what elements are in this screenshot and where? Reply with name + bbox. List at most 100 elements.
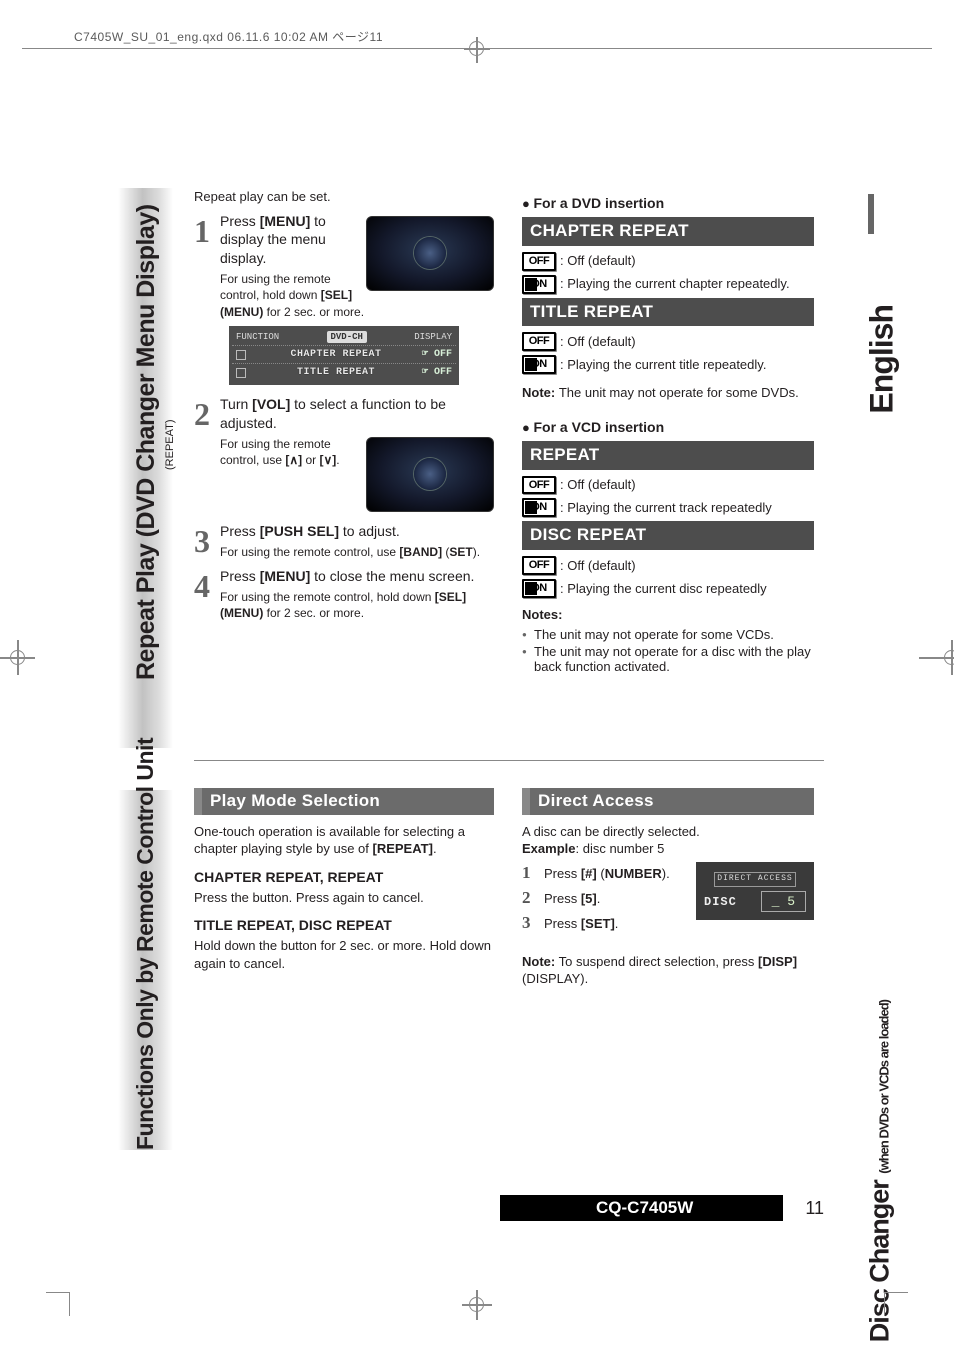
step-4-sub-b: for 2 sec. or more. (263, 606, 364, 620)
off-badge: OFF (522, 332, 556, 351)
title-repeat-subhead: TITLE REPEAT, DISC REPEAT (194, 916, 494, 935)
display-top-label: DIRECT ACCESS (714, 872, 795, 887)
side-title-functions: Functions Only by Remote Control Unit (132, 738, 159, 1150)
step-1-text-a: Press (220, 213, 260, 229)
registration-mark-top (466, 43, 488, 65)
lcd-row2-value: ☞ OFF (422, 366, 452, 380)
direct-access-intro: A disc can be directly selected. (522, 823, 814, 841)
on-badge: ON (522, 498, 556, 517)
device-image-2 (366, 437, 494, 512)
direct-access-head: Direct Access (522, 788, 814, 815)
chapter-repeat-off: OFF: Off (default) (522, 252, 814, 271)
side-title-disc-changer: Disc Changer (when DVDs or VCDs are load… (864, 1000, 895, 1342)
da-step3-num: 3 (522, 912, 544, 935)
registration-mark-right (934, 648, 954, 668)
off-badge: OFF (522, 556, 556, 575)
crop-corner-br (884, 1292, 908, 1316)
page-number: 11 (805, 1198, 824, 1219)
lcd-row1-value: ☞ OFF (422, 348, 452, 362)
page-footer: CQ-C7405W 11 (500, 1195, 824, 1221)
intro-text: Repeat play can be set. (194, 188, 494, 206)
step-3-sub-bold: [BAND] (399, 545, 442, 559)
lcd-tab-function: FUNCTION (236, 331, 279, 343)
device-image-1 (366, 216, 494, 291)
step-2: 2 Turn [VOL] to select a function to be … (194, 395, 494, 518)
disc-repeat-on: ON: Playing the current disc repeatedly (522, 579, 814, 598)
on-badge: ON (522, 275, 556, 294)
play-mode-intro: One-touch operation is available for sel… (194, 823, 494, 858)
off-badge: OFF (522, 476, 556, 495)
registration-mark-bottom (466, 1294, 488, 1316)
on-badge: ON (522, 355, 556, 374)
direct-access-note: Note: To suspend direct selection, press… (522, 953, 814, 988)
direct-access-display: DIRECT ACCESS DISC _ 5 (696, 862, 814, 920)
off-badge: OFF (522, 252, 556, 271)
step-1-sub-b: for 2 sec. or more. (263, 305, 364, 319)
lcd-tab-display: DISPLAY (414, 331, 452, 343)
title-repeat-off: OFF: Off (default) (522, 332, 814, 351)
chapter-repeat-on: ON: Playing the current chapter repeated… (522, 275, 814, 294)
step-3-bold: [PUSH SEL] (260, 523, 339, 539)
lcd-menu-display: FUNCTION DVD-CH DISPLAY CHAPTER REPEAT ☞… (229, 326, 459, 385)
right-accent-bar (868, 194, 874, 234)
step-4: 4 Press [MENU] to close the menu screen.… (194, 567, 494, 621)
side-title-repeat-play: Repeat Play (DVD Changer Menu Display) (132, 204, 161, 680)
disc-repeat-head: DISC REPEAT (522, 521, 814, 550)
step-2-text-a: Turn (220, 396, 252, 412)
notes-label: Notes: (522, 606, 814, 624)
step-3-text-b: to adjust. (339, 523, 400, 539)
step-2-sub-b: or (302, 453, 319, 467)
repeat-on: ON: Playing the current track repeatedly (522, 498, 814, 517)
step-4-sub-a: For using the remote control, hold down (220, 590, 435, 604)
side-title-english: English (864, 305, 901, 414)
step-2-sub-bold: [∧] (285, 453, 302, 467)
lcd-row2-label: TITLE REPEAT (250, 366, 422, 380)
step-3-sub-bold2: SET (449, 545, 472, 559)
step-3-text-a: Press (220, 523, 260, 539)
step-1-number: 1 (194, 210, 220, 320)
display-value: _ 5 (761, 891, 806, 913)
title-repeat-on: ON: Playing the current title repeatedly… (522, 355, 814, 374)
step-4-text-b: to close the menu screen. (310, 568, 474, 584)
step-3: 3 Press [PUSH SEL] to adjust. For using … (194, 522, 494, 563)
chapter-repeat-subhead: CHAPTER REPEAT, REPEAT (194, 868, 494, 887)
step-3-sub-c: ). (473, 545, 480, 559)
lcd-row1-label: CHAPTER REPEAT (250, 348, 422, 362)
notes-list: The unit may not operate for some VCDs. … (522, 627, 814, 674)
repeat-head: REPEAT (522, 441, 814, 470)
step-4-bold: [MENU] (260, 568, 311, 584)
lcd-tab-dvdch: DVD-CH (327, 331, 367, 343)
direct-access-example: Example: disc number 5 (522, 840, 814, 858)
crop-corner-bl (46, 1292, 70, 1316)
chapter-repeat-head: CHAPTER REPEAT (522, 217, 814, 246)
step-1-bold: [MENU] (260, 213, 311, 229)
da-step2-num: 2 (522, 887, 544, 910)
model-number: CQ-C7405W (500, 1195, 783, 1221)
da-step1-num: 1 (522, 862, 544, 885)
step-3-sub-a: For using the remote control, use (220, 545, 399, 559)
step-1: 1 Press [MENU] to display the menu displ… (194, 212, 494, 320)
title-repeat-head: TITLE REPEAT (522, 298, 814, 327)
step-4-text-a: Press (220, 568, 260, 584)
section-divider (194, 760, 824, 761)
play-mode-head: Play Mode Selection (194, 788, 494, 815)
disc-repeat-off: OFF: Off (default) (522, 556, 814, 575)
step-1-sub-a: For using the remote control, hold down (220, 272, 331, 302)
registration-mark-left (0, 648, 20, 668)
chapter-repeat-body: Press the button. Press again to cancel. (194, 889, 494, 907)
note-vcd-1: The unit may not operate for some VCDs. (522, 627, 814, 642)
side-title-repeat-sub: (REPEAT) (164, 419, 176, 470)
vcd-insertion-head: For a VCD insertion (522, 418, 814, 437)
step-2-sub-bold2: [∨] (320, 453, 337, 467)
title-repeat-body: Hold down the button for 2 sec. or more.… (194, 937, 494, 972)
note-dvd: Note: The unit may not operate for some … (522, 384, 814, 402)
lcd-check-icon (236, 350, 246, 360)
step-2-bold: [VOL] (252, 396, 290, 412)
repeat-off: OFF: Off (default) (522, 476, 814, 495)
step-3-number: 3 (194, 520, 220, 563)
display-disc-label: DISC (704, 894, 737, 910)
on-badge: ON (522, 579, 556, 598)
lcd-check-icon (236, 368, 246, 378)
step-2-number: 2 (194, 393, 220, 518)
header-filename: C7405W_SU_01_eng.qxd 06.11.6 10:02 AM ペー… (74, 28, 383, 45)
